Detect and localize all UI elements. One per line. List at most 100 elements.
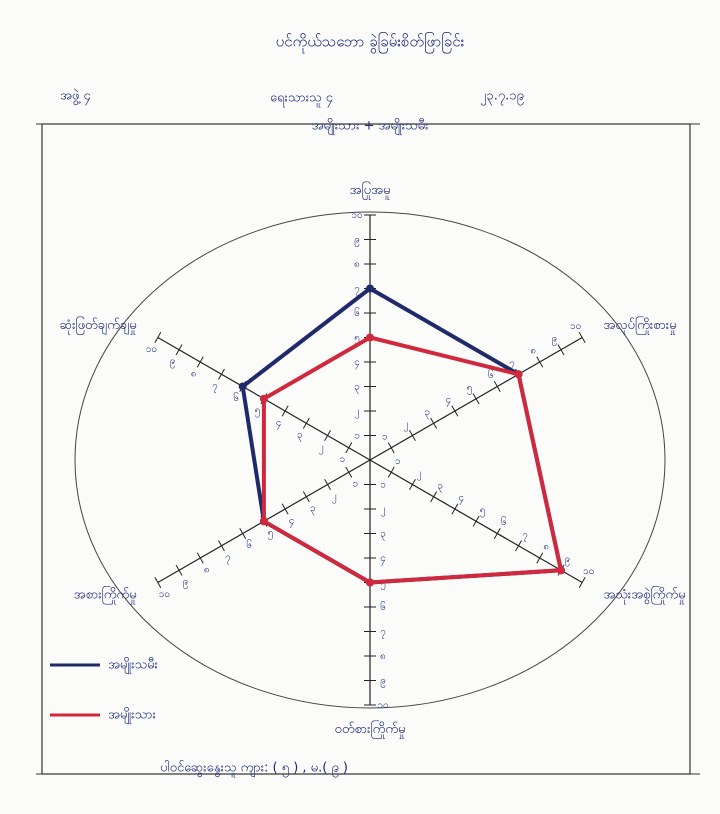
tick-label: ၅: [255, 405, 261, 418]
chart-subtitle: အမျိုးသား + အမျိုးသမီး: [312, 118, 429, 136]
tick-mark: [558, 345, 564, 355]
footer-text: ပါဝင်ဆွေးနွေးသူ ကျား: ( ၅ ) , မ.( ၉ ): [160, 760, 348, 778]
tick-mark: [176, 565, 182, 575]
tick-mark: [325, 430, 331, 440]
legend-label: အမျိုးသား: [108, 707, 156, 725]
frame: [42, 124, 690, 774]
tick-label: ၄: [289, 515, 295, 528]
tick-label: ၇: [212, 381, 218, 394]
tick-mark: [176, 345, 182, 355]
data-point: [239, 383, 247, 391]
tick-label: ၃: [437, 480, 443, 493]
tick-mark: [346, 467, 352, 477]
tick-mark: [303, 418, 309, 428]
tick-mark: [218, 369, 224, 379]
tick-mark: [346, 443, 352, 453]
tick-label: ၃: [310, 503, 316, 516]
data-point: [366, 334, 374, 342]
tick-label: ၃: [424, 407, 430, 420]
tick-label: ၆: [233, 391, 239, 404]
tick-mark: [452, 504, 458, 514]
data-point: [260, 517, 268, 525]
tick-mark: [303, 492, 309, 502]
tick-label: ၅: [268, 528, 274, 541]
tick-mark: [388, 467, 394, 477]
tick-label: ၃: [380, 529, 386, 542]
tick-mark: [282, 406, 288, 416]
tick-label: ၆: [246, 538, 252, 551]
tick-label: ၉: [552, 333, 558, 346]
tick-mark: [494, 381, 500, 391]
date-label: ၂၃.၇.၁၉: [480, 89, 524, 106]
axis-label: ဆုံးဖြတ်ချက်ချမှု: [60, 316, 137, 335]
tick-label: ၂: [319, 442, 324, 455]
tick-mark: [494, 528, 500, 538]
tick-label: ၁: [339, 454, 345, 465]
tick-label: ၄: [459, 493, 465, 506]
tick-mark: [155, 577, 161, 587]
tick-label: ၉: [565, 554, 571, 567]
tick-label: ၉: [183, 577, 189, 590]
tick-label: ၁၀: [570, 321, 581, 332]
tick-label: ၁: [352, 479, 358, 490]
tick-label: ၂: [403, 419, 408, 432]
axis-label: အပြုအမူ: [350, 181, 391, 200]
axis-label: ဝတ်စားကြိုက်မှု: [335, 720, 406, 739]
tick-label: ၆: [488, 368, 494, 381]
tick-label: ၈: [543, 542, 549, 553]
tick-mark: [516, 541, 522, 551]
tick-label: ၅: [380, 578, 386, 591]
tick-label: ၇: [522, 529, 528, 542]
data-point: [260, 395, 268, 403]
tick-mark: [218, 541, 224, 551]
tick-mark: [431, 418, 437, 428]
tick-label: ၈: [191, 368, 197, 379]
tick-label: ၅: [480, 505, 486, 518]
data-point: [366, 579, 374, 587]
tick-label: ၁: [354, 431, 360, 442]
tick-label: ၈: [380, 651, 386, 662]
page: ပင်ကိုယ်သဘော ခွဲခြမ်းစိတ်ဖြာခြင်း အဖွဲ့ …: [0, 0, 720, 814]
tick-mark: [537, 553, 543, 563]
tick-mark: [282, 504, 288, 514]
data-point: [557, 566, 565, 574]
tick-label: ၄: [276, 417, 282, 430]
axis-label: အလုပ်ကြိုးစားမှု: [603, 316, 676, 335]
tick-label: ၁: [395, 456, 401, 467]
chart-title: ပင်ကိုယ်သဘော ခွဲခြမ်းစိတ်ဖြာခြင်း: [276, 32, 465, 54]
tick-label: ၂: [416, 468, 421, 481]
tick-label: ၂: [332, 491, 337, 504]
tick-label: ၁၀: [583, 566, 594, 577]
tick-mark: [240, 528, 246, 538]
tick-mark: [579, 332, 585, 342]
tick-label: ၁၀: [377, 700, 388, 711]
tick-label: ၉: [354, 235, 360, 248]
tick-label: ၁: [382, 431, 388, 442]
tick-label: ၂: [355, 406, 360, 419]
tick-mark: [409, 430, 415, 440]
tick-mark: [579, 577, 585, 587]
tick-label: ၉: [380, 676, 386, 689]
tick-mark: [537, 357, 543, 367]
tick-label: ၁၀: [351, 210, 362, 221]
tick-label: ၈: [354, 259, 360, 270]
group-label: အဖွဲ့ ၄: [60, 88, 91, 105]
tick-label: ၅: [467, 382, 473, 395]
tick-label: ၆: [380, 600, 386, 613]
tick-mark: [409, 479, 415, 489]
tick-label: ၆: [501, 515, 507, 528]
tick-mark: [473, 516, 479, 526]
tick-mark: [388, 443, 394, 453]
tick-label: ၂: [381, 504, 386, 517]
tick-mark: [473, 394, 479, 404]
tick-label: ၃: [354, 382, 360, 395]
legend-label: အမျိုးသမီး: [108, 657, 158, 675]
tick-mark: [431, 492, 437, 502]
tick-label: ၈: [530, 346, 536, 357]
data-point: [366, 285, 374, 293]
tick-label: ၆: [354, 306, 360, 319]
tick-label: ၃: [297, 430, 303, 443]
tick-label: ၄: [380, 553, 386, 566]
writer-label: ရေးသားသူ ၄: [270, 91, 334, 108]
tick-mark: [197, 357, 203, 367]
